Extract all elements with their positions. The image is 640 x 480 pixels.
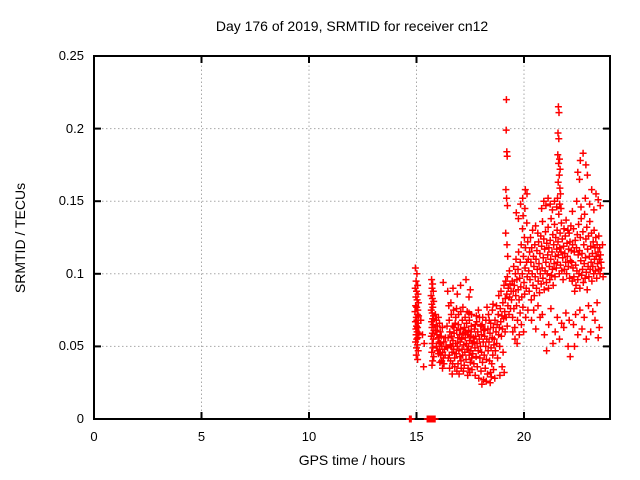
x-tick-label-5: 5 — [197, 429, 206, 444]
y-tick-label-0.1: 0.1 — [65, 265, 84, 281]
scatter-points — [406, 96, 607, 423]
y-tick-label-0.15: 0.15 — [58, 193, 84, 209]
x-tick-label-20: 20 — [516, 429, 532, 444]
x-tick-label-15: 15 — [409, 429, 424, 444]
y-tick-label-0: 0 — [76, 411, 84, 426]
y-tick-label-0.25: 0.25 — [58, 48, 84, 63]
y-tick-label-0.2: 0.2 — [65, 120, 84, 136]
y-tick-label-0.05: 0.05 — [58, 338, 84, 354]
x-axis-label: GPS time / hours — [298, 452, 406, 468]
plot-border — [93, 55, 611, 420]
x-tick-label-10: 10 — [301, 429, 317, 444]
x-tick-label-0: 0 — [90, 429, 98, 444]
chart-title: Day 176 of 2019, SRMTID for receiver cn1… — [215, 18, 489, 34]
